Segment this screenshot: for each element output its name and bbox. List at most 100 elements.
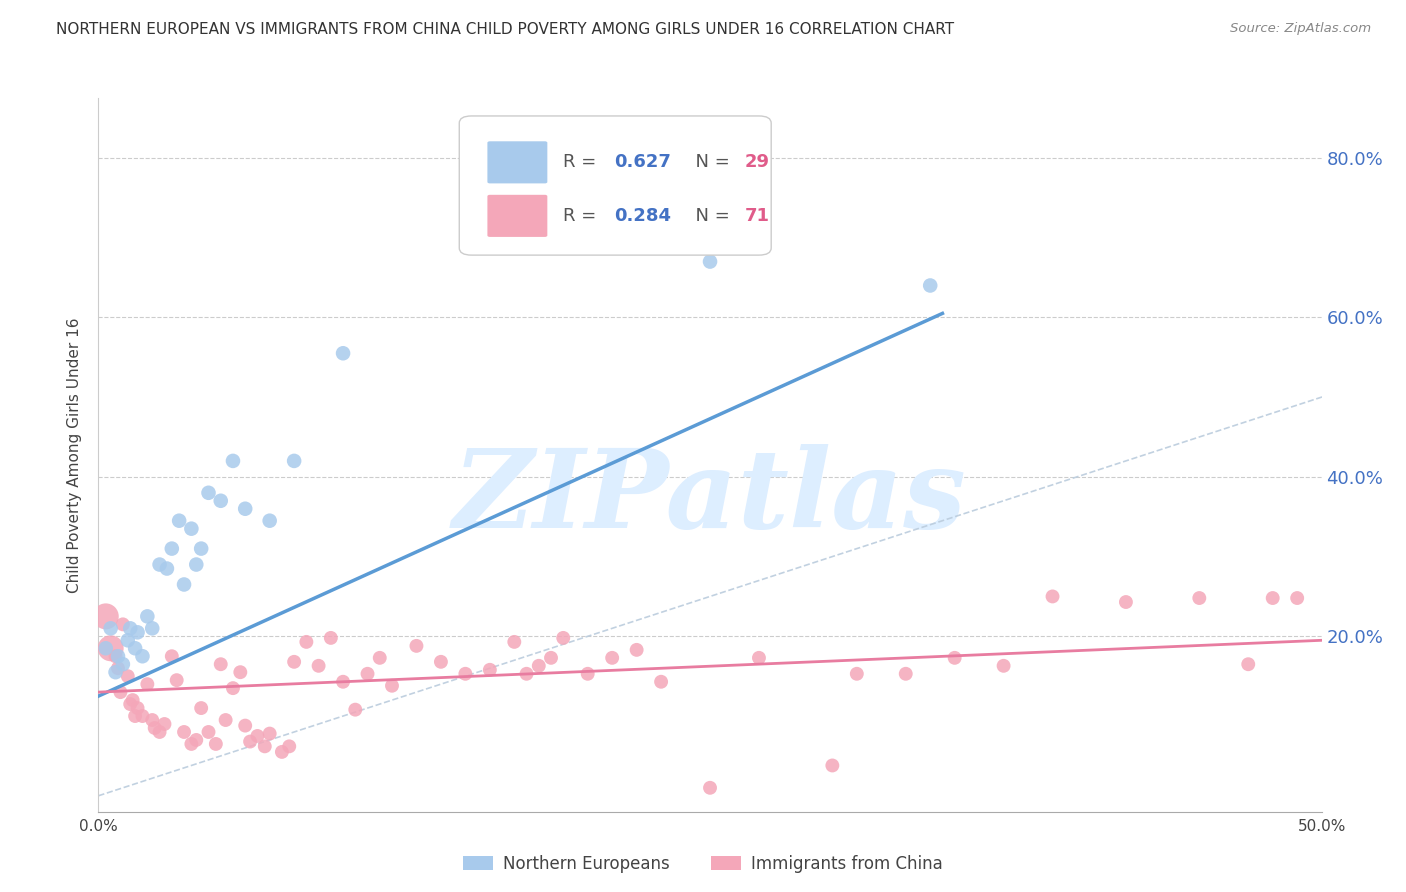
Point bbox=[117, 633, 139, 648]
Point bbox=[149, 725, 172, 739]
Point bbox=[233, 501, 256, 516]
Point bbox=[600, 650, 623, 665]
Point bbox=[111, 617, 134, 632]
Point bbox=[943, 650, 966, 665]
Text: 71: 71 bbox=[744, 207, 769, 225]
Point bbox=[1261, 591, 1284, 605]
Point bbox=[1115, 595, 1137, 609]
Point bbox=[143, 721, 166, 735]
Point bbox=[107, 661, 129, 675]
Point bbox=[626, 643, 648, 657]
Point bbox=[136, 677, 159, 691]
Y-axis label: Child Poverty Among Girls Under 16: Child Poverty Among Girls Under 16 bbox=[67, 318, 83, 592]
Point bbox=[110, 685, 132, 699]
Point bbox=[699, 254, 721, 268]
Point bbox=[430, 655, 453, 669]
Point bbox=[308, 658, 330, 673]
Text: 0.284: 0.284 bbox=[614, 207, 672, 225]
Point bbox=[478, 663, 501, 677]
Text: 29: 29 bbox=[744, 153, 769, 171]
Point bbox=[576, 666, 599, 681]
Point bbox=[186, 733, 208, 747]
Text: R =: R = bbox=[564, 207, 602, 225]
Point bbox=[100, 621, 122, 635]
Point bbox=[94, 609, 117, 624]
Point bbox=[120, 621, 142, 635]
Text: 0.627: 0.627 bbox=[614, 153, 672, 171]
Point bbox=[356, 666, 378, 681]
Point bbox=[160, 541, 183, 556]
Point bbox=[1042, 590, 1064, 604]
Text: NORTHERN EUROPEAN VS IMMIGRANTS FROM CHINA CHILD POVERTY AMONG GIRLS UNDER 16 CO: NORTHERN EUROPEAN VS IMMIGRANTS FROM CHI… bbox=[56, 22, 955, 37]
Point bbox=[197, 725, 219, 739]
Point bbox=[160, 649, 183, 664]
Point bbox=[246, 729, 269, 743]
Point bbox=[124, 709, 146, 723]
Point bbox=[214, 713, 236, 727]
Point bbox=[845, 666, 868, 681]
Point bbox=[821, 758, 844, 772]
Point bbox=[167, 514, 190, 528]
Point bbox=[127, 701, 149, 715]
Point bbox=[120, 697, 142, 711]
Point bbox=[156, 561, 179, 575]
Point bbox=[503, 635, 526, 649]
Point bbox=[993, 658, 1015, 673]
Point bbox=[233, 718, 256, 732]
Point bbox=[283, 454, 305, 468]
Point bbox=[166, 673, 188, 688]
Point bbox=[131, 649, 153, 664]
Point bbox=[405, 639, 427, 653]
Point bbox=[209, 657, 232, 672]
Point bbox=[197, 485, 219, 500]
Point bbox=[136, 609, 159, 624]
Point bbox=[124, 641, 146, 656]
Point bbox=[190, 541, 212, 556]
Point bbox=[121, 693, 143, 707]
Point bbox=[540, 650, 562, 665]
Point bbox=[222, 454, 245, 468]
Point bbox=[205, 737, 228, 751]
Point bbox=[239, 734, 262, 748]
Point bbox=[229, 665, 252, 680]
Point bbox=[920, 278, 942, 293]
Text: N =: N = bbox=[685, 207, 735, 225]
Point bbox=[131, 709, 153, 723]
Point bbox=[104, 665, 127, 680]
Point bbox=[173, 725, 195, 739]
Point bbox=[650, 674, 672, 689]
Text: N =: N = bbox=[685, 153, 735, 171]
Point bbox=[699, 780, 721, 795]
Point bbox=[186, 558, 208, 572]
Point bbox=[173, 577, 195, 591]
Point bbox=[180, 737, 202, 751]
Legend: Northern Europeans, Immigrants from China: Northern Europeans, Immigrants from Chin… bbox=[457, 848, 949, 880]
Point bbox=[107, 649, 129, 664]
Point bbox=[259, 514, 281, 528]
Point bbox=[259, 726, 281, 740]
FancyBboxPatch shape bbox=[488, 141, 547, 184]
Point bbox=[1188, 591, 1211, 605]
Point bbox=[153, 717, 176, 731]
Point bbox=[270, 745, 294, 759]
Point bbox=[332, 674, 354, 689]
Point bbox=[253, 739, 276, 754]
Point bbox=[454, 666, 477, 681]
FancyBboxPatch shape bbox=[488, 194, 547, 237]
Text: Source: ZipAtlas.com: Source: ZipAtlas.com bbox=[1230, 22, 1371, 36]
Point bbox=[180, 522, 202, 536]
Point bbox=[104, 649, 127, 664]
Point bbox=[748, 650, 770, 665]
Point bbox=[894, 666, 917, 681]
Point bbox=[278, 739, 301, 754]
Point bbox=[100, 641, 122, 656]
Point bbox=[111, 657, 134, 672]
Point bbox=[149, 558, 172, 572]
Point bbox=[319, 631, 342, 645]
Point bbox=[127, 625, 149, 640]
FancyBboxPatch shape bbox=[460, 116, 772, 255]
Point bbox=[515, 666, 537, 681]
Point bbox=[1237, 657, 1260, 672]
Point bbox=[222, 681, 245, 695]
Point bbox=[1286, 591, 1309, 605]
